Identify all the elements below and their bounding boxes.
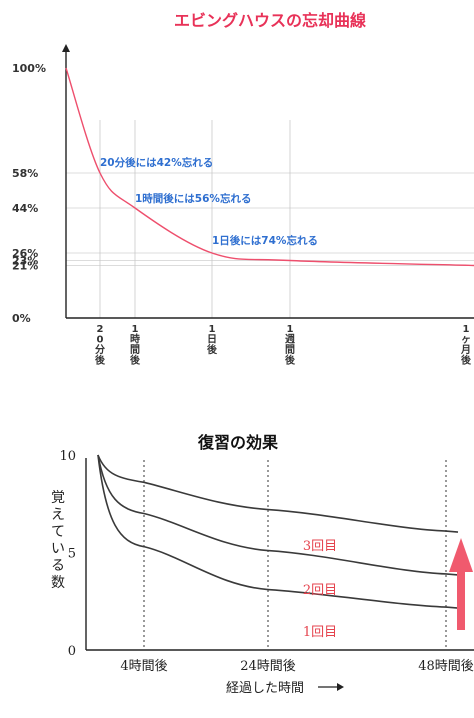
y-tick-label: 0% <box>12 312 31 325</box>
y-tick-labels: 100% 58% 44% 26%23%21% 0% <box>12 62 46 325</box>
review-effect-chart: 復習の効果 覚えている数 10 5 0 4時間後 24時間後 48時間後 3回目 2回目 1… <box>51 433 474 696</box>
x-axis-label-arrowhead-icon <box>337 683 344 691</box>
y-axis-title: 覚えている数 <box>51 490 65 591</box>
series-line-1 <box>97 454 459 533</box>
series-label: 1回目 <box>303 625 337 640</box>
y-tick-label: 44% <box>12 202 38 215</box>
annotation-20min: 20分後には42%忘れる <box>100 156 213 169</box>
x-tick-label: 1 日後 <box>207 324 218 356</box>
x-tick-label: 1 週間後 <box>285 324 296 367</box>
y-tick-label: 5 <box>68 547 76 562</box>
series-lines <box>97 454 459 609</box>
grid <box>66 120 474 318</box>
series-line-2 <box>97 454 459 576</box>
x-tick-labels: 4時間後 24時間後 48時間後 <box>120 659 473 674</box>
y-tick-label: 100% <box>12 62 46 75</box>
y-tick-label: 26% <box>12 247 38 260</box>
x-tick-label: 1 時間後 <box>130 324 141 367</box>
x-tick-label: 4時間後 <box>120 659 167 674</box>
y-tick-label: 58% <box>12 167 38 180</box>
series-label: 3回目 <box>303 539 337 554</box>
x-axis-label: 経過した時間 <box>226 681 344 696</box>
x-tick-label: 1 ヶ月後 <box>460 324 472 367</box>
y-axis-arrow-icon <box>62 44 70 52</box>
forgetting-curve-line <box>65 67 474 267</box>
y-tick-label: 10 <box>59 449 76 464</box>
y-tick-labels: 10 5 0 <box>59 449 76 659</box>
series-line-3 <box>97 454 459 609</box>
chart-title: 復習の効果 <box>197 433 278 452</box>
x-tick-label: 48時間後 <box>418 659 474 674</box>
time-markers <box>143 460 447 650</box>
y-axis-label: 覚えている数 <box>51 490 65 591</box>
series-label: 2回目 <box>303 583 337 598</box>
annotation-1day: 1日後には74%忘れる <box>212 234 318 247</box>
series-labels: 3回目 2回目 1回目 <box>303 539 337 640</box>
forgetting-curve-chart: エビングハウスの忘却曲線 100% 58% 44% 26%23%21% 0% 2 0 分後 1… <box>12 11 474 367</box>
chart-title: エビングハウスの忘却曲線 <box>174 11 366 30</box>
y-tick-label: 0 <box>68 644 76 659</box>
x-tick-label: 2 0 分後 <box>95 324 106 367</box>
x-axis-title: 経過した時間 <box>226 681 304 696</box>
x-tick-labels: 2 0 分後 1 時間後 1 日後 1 週間後 1 ヶ月後 <box>95 324 472 367</box>
x-tick-label: 24時間後 <box>240 659 296 674</box>
y-tick-label: 21% <box>12 260 38 273</box>
y-tick-label: 23% <box>12 255 38 268</box>
annotation-1hour: 1時間後には56%忘れる <box>135 192 251 205</box>
up-arrow-icon <box>449 538 473 630</box>
